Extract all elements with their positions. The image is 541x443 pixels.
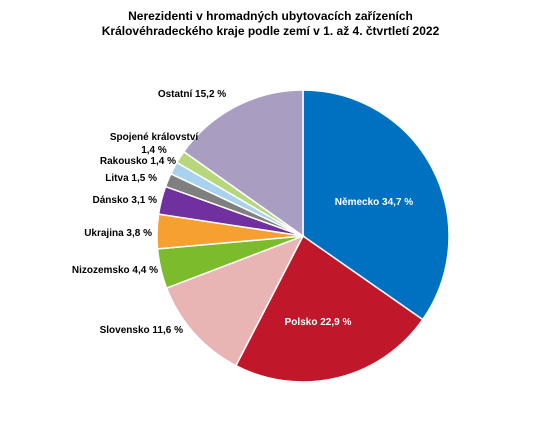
- pie-label-dánsko: Dánsko 3,1 %: [93, 195, 158, 206]
- pie-slice-polsko: [234, 234, 424, 383]
- chart-title-line-2: Královéhradeckého kraje podle zemí v 1. …: [101, 24, 440, 38]
- pie-label-německo: Německo 34,7 %: [335, 197, 413, 208]
- pie-slice-německo: [302, 89, 450, 321]
- pie-label-litva: Litva 1,5 %: [105, 173, 157, 184]
- pie-slice-slovensko: [165, 234, 305, 367]
- pie-label-slovensko: Slovensko 11,6 %: [100, 325, 183, 336]
- pie-label-nizozemsko: Nizozemsko 4,4 %: [72, 265, 158, 276]
- pie-label-rakousko: Rakousko 1,4 %: [100, 156, 176, 167]
- chart-title-line-1: Nerezidenti v hromadných ubytovacích zař…: [128, 9, 413, 23]
- pie-label-spojené-království: Spojené království 1,4 %: [110, 132, 200, 156]
- pie-label-ostatní: Ostatní 15,2 %: [158, 89, 226, 100]
- pie-label-ukrajina: Ukrajina 3,8 %: [84, 228, 152, 239]
- pie-label-polsko: Polsko 22,9 %: [285, 317, 352, 328]
- pie-slice-ostatní: [182, 89, 304, 238]
